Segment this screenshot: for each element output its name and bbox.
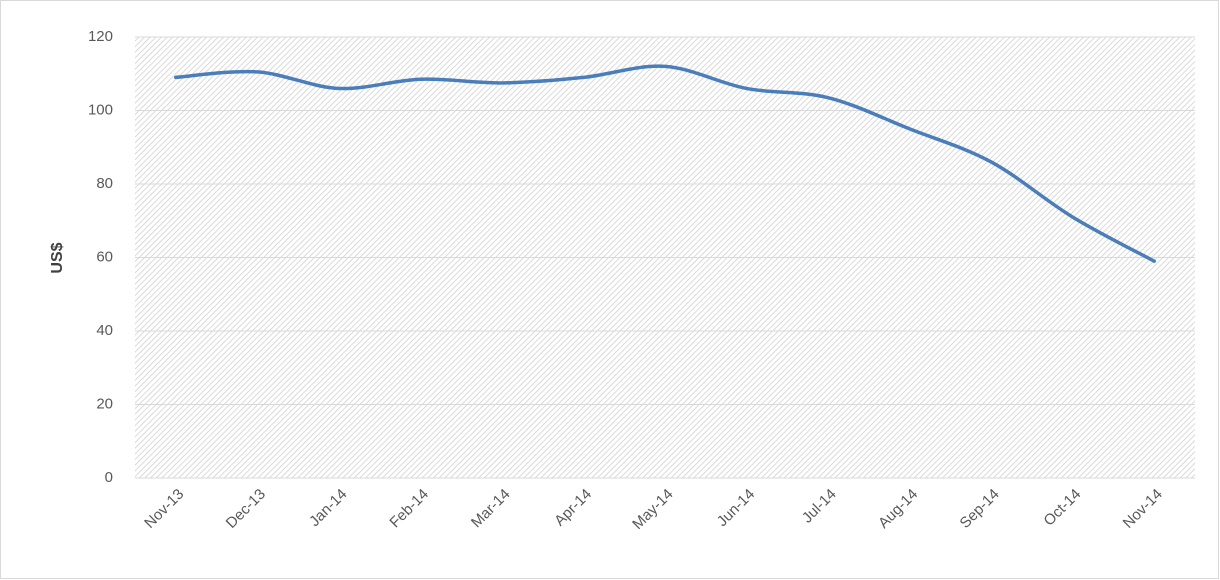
y-tick-label: 0 — [105, 469, 113, 486]
y-tick-label: 40 — [96, 322, 113, 339]
y-tick-label: 20 — [96, 395, 113, 412]
y-tick-label: 60 — [96, 248, 113, 265]
y-axis-label: US$ — [49, 242, 66, 273]
y-tick-label: 120 — [88, 28, 113, 45]
data-line — [174, 64, 1156, 263]
y-tick-label: 100 — [88, 101, 113, 118]
y-tick-label: 80 — [96, 175, 113, 192]
